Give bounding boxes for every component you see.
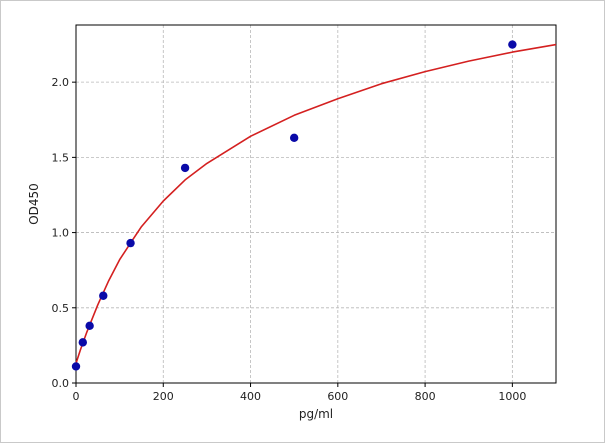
x-tick-label: 200 — [153, 390, 174, 403]
fit-curve — [75, 43, 557, 364]
grid — [75, 25, 556, 384]
y-tick-label: 1.5 — [52, 151, 70, 164]
y-tick-label: 1.0 — [52, 227, 70, 240]
plot-area — [75, 24, 557, 384]
data-point — [180, 163, 190, 173]
data-point — [71, 362, 81, 371]
data-point — [126, 238, 135, 248]
x-tick-label: 0 — [73, 390, 80, 403]
data-points — [71, 40, 517, 371]
y-tick-label: 0.0 — [52, 377, 70, 390]
x-tick-label: 600 — [327, 390, 348, 403]
data-point — [508, 40, 517, 49]
data-point — [78, 338, 88, 347]
data-point — [99, 291, 108, 300]
y-axis-label: OD450 — [27, 183, 41, 225]
fit-curve-layer — [75, 43, 557, 364]
x-axis-label: pg/ml — [299, 407, 333, 421]
y-axis: 0.0 0.5 1.0 1.5 2.0 — [52, 76, 76, 390]
x-tick-label: 1000 — [498, 390, 526, 403]
y-tick-label: 2.0 — [52, 76, 70, 89]
x-axis: 0 200 400 600 800 1000 — [73, 383, 526, 403]
x-tick-label: 400 — [240, 390, 261, 403]
data-point — [289, 133, 299, 143]
data-point — [85, 321, 94, 331]
x-tick-label: 800 — [415, 390, 436, 403]
y-tick-label: 0.5 — [52, 302, 70, 315]
